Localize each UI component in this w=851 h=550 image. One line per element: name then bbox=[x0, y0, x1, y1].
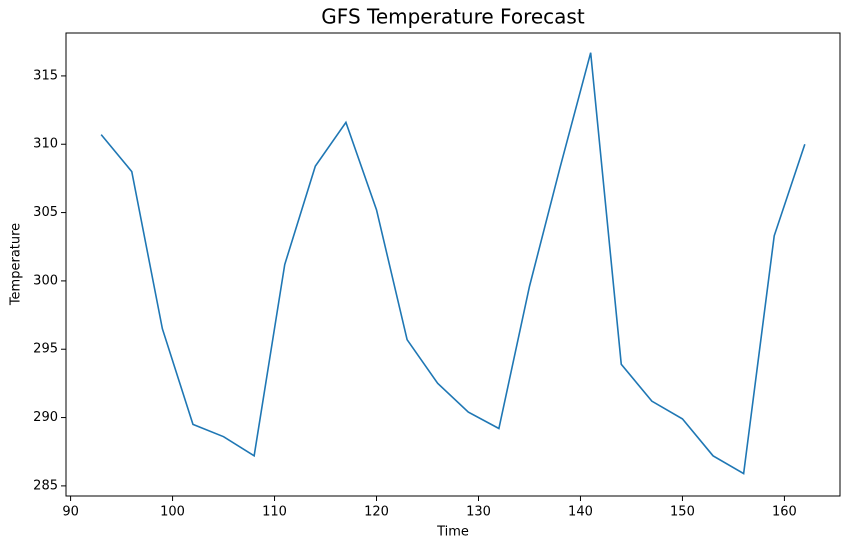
x-axis-label: Time bbox=[436, 525, 469, 540]
x-tick-label: 140 bbox=[568, 505, 593, 520]
x-tick-label: 110 bbox=[262, 505, 287, 520]
x-tick-label: 160 bbox=[772, 505, 797, 520]
x-tick-label: 150 bbox=[670, 505, 695, 520]
x-tick-label: 120 bbox=[364, 505, 389, 520]
x-tick-label: 130 bbox=[466, 505, 491, 520]
y-tick-label: 305 bbox=[33, 205, 58, 220]
y-tick-label: 295 bbox=[33, 342, 58, 357]
x-tick-label: 100 bbox=[160, 505, 185, 520]
y-tick-label: 315 bbox=[33, 68, 58, 83]
chart-title: GFS Temperature Forecast bbox=[321, 5, 585, 29]
plot-frame bbox=[65, 32, 841, 497]
y-tick-label: 285 bbox=[33, 478, 58, 493]
y-tick-label: 300 bbox=[33, 273, 58, 288]
line-series bbox=[100, 52, 806, 475]
y-tick-label: 290 bbox=[33, 410, 58, 425]
y-tick-label: 310 bbox=[33, 137, 58, 152]
x-tick-label: 90 bbox=[62, 505, 79, 520]
y-axis-label: Temperature bbox=[9, 223, 24, 306]
